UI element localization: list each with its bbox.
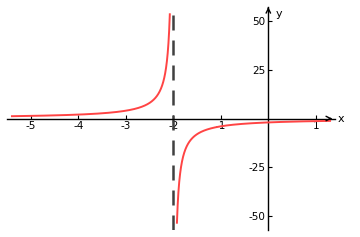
- Text: x: x: [337, 114, 344, 123]
- Text: y: y: [275, 9, 282, 19]
